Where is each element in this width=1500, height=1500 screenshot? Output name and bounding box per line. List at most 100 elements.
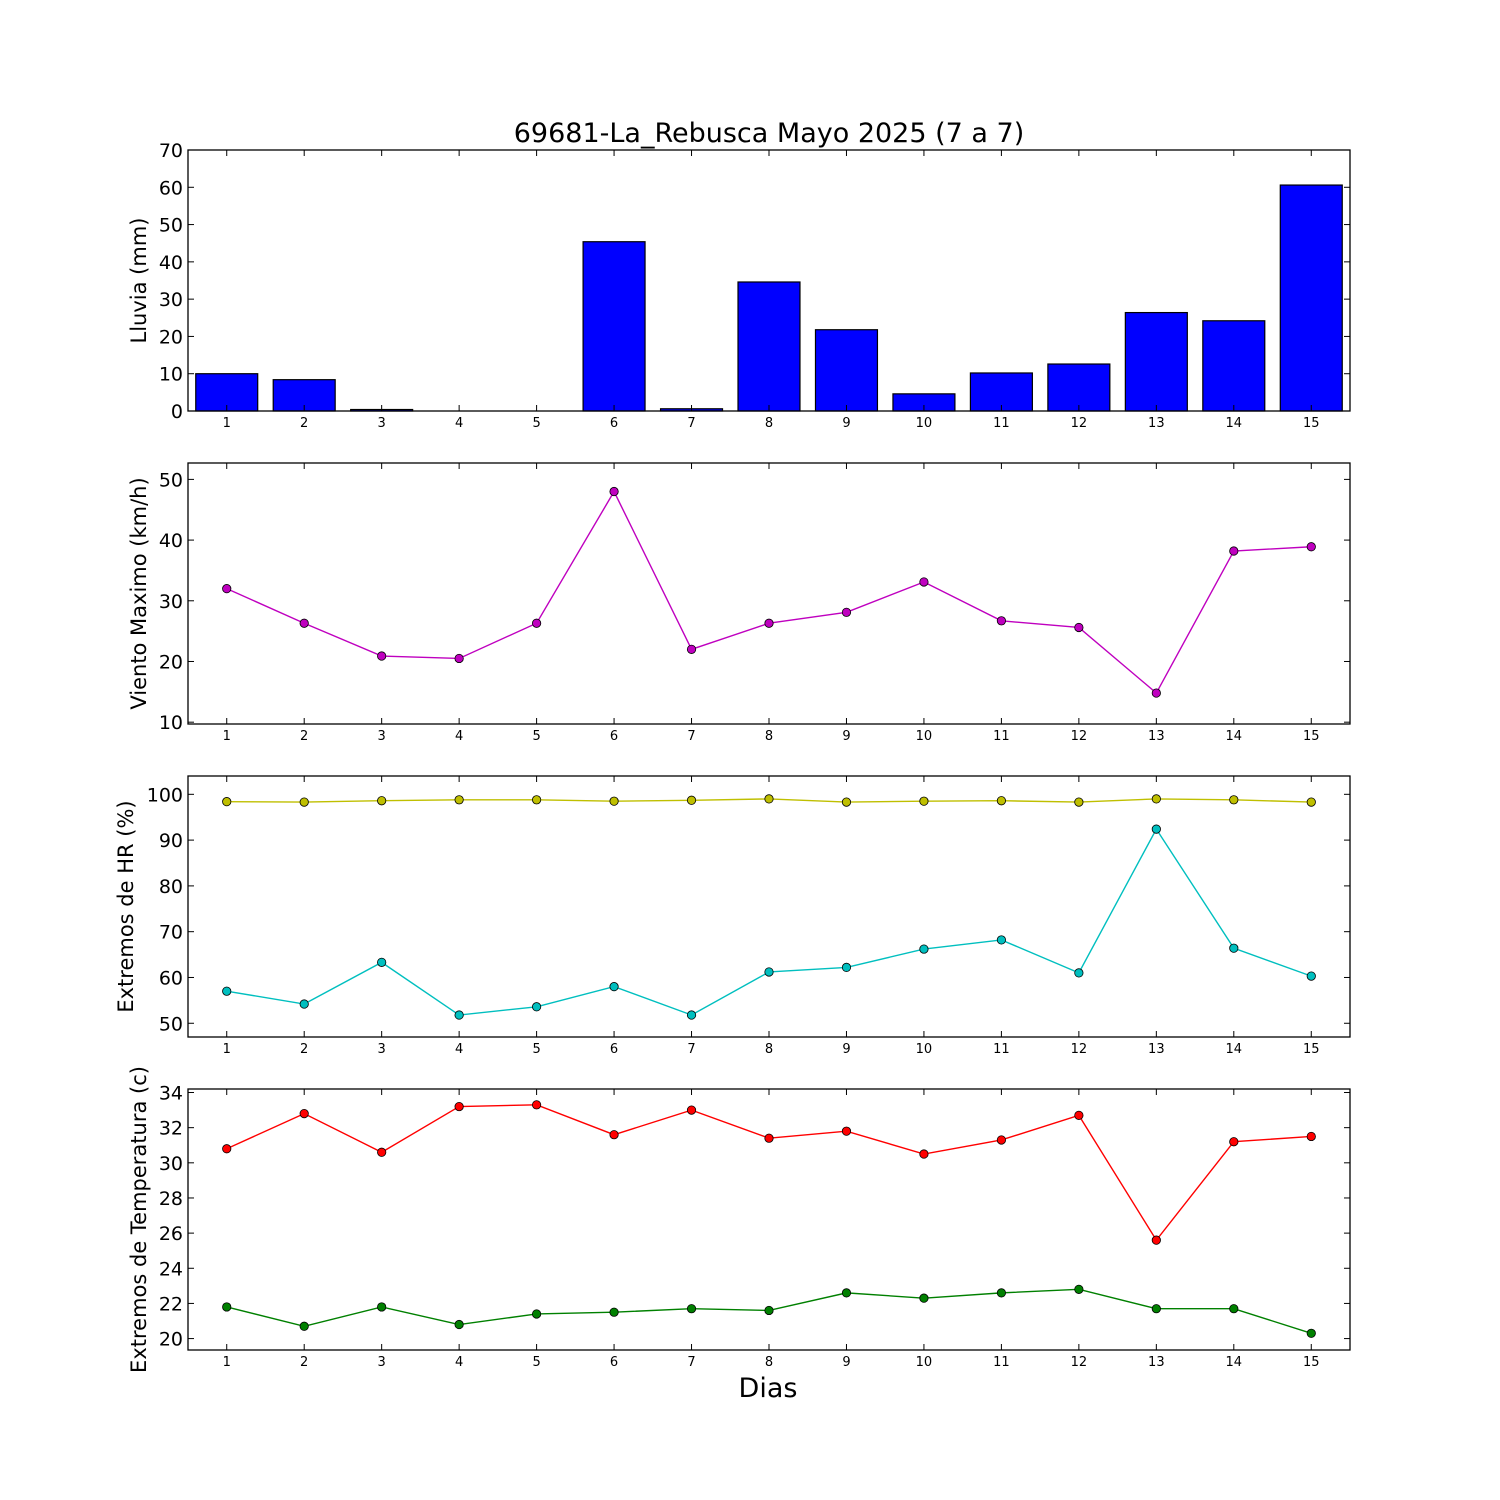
y-tick-label: 22 (159, 1293, 183, 1315)
y-tick-label: 10 (159, 712, 183, 734)
x-tick-label: 4 (455, 729, 463, 744)
data-point-1-9 (841, 607, 852, 617)
data-point-2-4 (454, 1010, 464, 1020)
data-point-1-7 (686, 644, 697, 654)
x-tick-label: 15 (1303, 1355, 1320, 1370)
x-tick-label: 9 (842, 1042, 850, 1057)
x-tick-label: 8 (765, 729, 773, 744)
y-tick-label: 20 (159, 651, 183, 673)
y-tick-label: 30 (159, 591, 183, 613)
x-axis-label: Dias (739, 1373, 798, 1404)
x-tick-label: 1 (223, 1355, 231, 1370)
bar-11 (969, 372, 1033, 412)
y-tick-label: 26 (159, 1223, 183, 1245)
y-axis-label: Lluvia (mm) (127, 218, 151, 344)
x-tick-label: 1 (223, 416, 231, 431)
x-tick-label: 3 (378, 729, 386, 744)
y-tick-label: 50 (159, 215, 183, 237)
x-tick-label: 8 (765, 1042, 773, 1057)
y-tick-label: 20 (159, 1329, 183, 1351)
x-tick-label: 10 (916, 729, 933, 744)
x-tick-label: 5 (532, 1042, 540, 1057)
x-tick-label: 15 (1303, 416, 1320, 431)
data-point-2-2 (299, 999, 309, 1009)
x-tick-label: 12 (1071, 1355, 1088, 1370)
x-tick-label: 3 (378, 1042, 386, 1057)
data-point-2-6 (609, 1307, 619, 1317)
data-point-2-13 (1151, 824, 1161, 834)
data-point-1-10 (919, 577, 929, 587)
series-line-1 (226, 1104, 1312, 1242)
x-tick-label: 4 (455, 1355, 463, 1370)
data-point-2-1 (222, 986, 232, 996)
x-tick-label: 14 (1226, 1042, 1243, 1057)
data-point-2-6 (609, 982, 619, 992)
data-point-1-1 (222, 1144, 232, 1154)
x-tick-label: 14 (1226, 416, 1243, 431)
y-tick-label: 60 (159, 967, 183, 989)
x-tick-label: 12 (1071, 1042, 1088, 1057)
data-point-1-2 (299, 618, 309, 628)
x-tick-label: 6 (610, 729, 618, 744)
y-tick-label: 70 (159, 922, 183, 944)
data-point-1-15 (1306, 1131, 1316, 1142)
x-tick-label: 8 (765, 1355, 773, 1370)
x-tick-label: 2 (300, 1042, 308, 1057)
y-tick-label: 20 (159, 326, 183, 348)
x-tick-label: 5 (532, 1355, 540, 1370)
y-tick-label: 34 (159, 1083, 183, 1105)
x-tick-label: 3 (378, 416, 386, 431)
x-tick-label: 6 (610, 416, 618, 431)
x-tick-label: 13 (1148, 1355, 1165, 1370)
x-tick-label: 7 (687, 416, 695, 431)
data-point-1-2 (299, 797, 309, 807)
data-point-1-15 (1306, 797, 1316, 807)
x-tick-label: 2 (300, 1355, 308, 1370)
data-point-1-13 (1151, 1235, 1161, 1245)
data-point-1-9 (841, 1126, 852, 1136)
data-point-2-8 (764, 1305, 774, 1316)
data-point-1-14 (1229, 546, 1239, 556)
data-point-1-4 (454, 1101, 464, 1112)
data-point-1-12 (1074, 622, 1084, 633)
x-tick-label: 15 (1303, 729, 1320, 744)
data-point-2-7 (686, 1304, 697, 1314)
x-tick-label: 6 (610, 1042, 618, 1057)
x-tick-label: 12 (1071, 729, 1088, 744)
x-tick-label: 11 (993, 416, 1010, 431)
data-point-2-8 (764, 967, 774, 977)
x-tick-label: 6 (610, 1355, 618, 1370)
y-tick-label: 80 (159, 876, 183, 898)
y-axis-label: Viento Maximo (km/h) (127, 477, 151, 709)
x-tick-label: 5 (532, 729, 540, 744)
y-tick-label: 70 (159, 140, 183, 162)
series-line-1 (226, 490, 1312, 695)
data-point-2-3 (377, 1302, 387, 1312)
data-point-1-10 (919, 1149, 929, 1159)
data-point-1-4 (454, 795, 464, 805)
y-tick-label: 28 (159, 1188, 183, 1210)
data-point-2-9 (841, 962, 852, 973)
axes-frame (187, 462, 1351, 725)
x-tick-label: 9 (842, 416, 850, 431)
data-point-1-15 (1306, 542, 1316, 552)
data-point-1-6 (609, 486, 619, 497)
x-tick-label: 13 (1148, 416, 1165, 431)
data-point-1-11 (996, 616, 1007, 626)
y-tick-label: 0 (171, 401, 183, 423)
data-point-1-3 (377, 796, 387, 806)
y-tick-label: 50 (159, 1013, 183, 1035)
data-point-2-14 (1229, 1304, 1239, 1314)
x-tick-label: 4 (455, 416, 463, 431)
data-point-1-8 (764, 1133, 774, 1143)
data-point-1-5 (531, 795, 542, 805)
data-point-2-4 (454, 1319, 464, 1330)
y-tick-label: 30 (159, 1153, 183, 1175)
data-point-2-11 (996, 935, 1007, 945)
y-tick-label: 32 (159, 1118, 183, 1140)
data-point-1-12 (1074, 797, 1084, 807)
